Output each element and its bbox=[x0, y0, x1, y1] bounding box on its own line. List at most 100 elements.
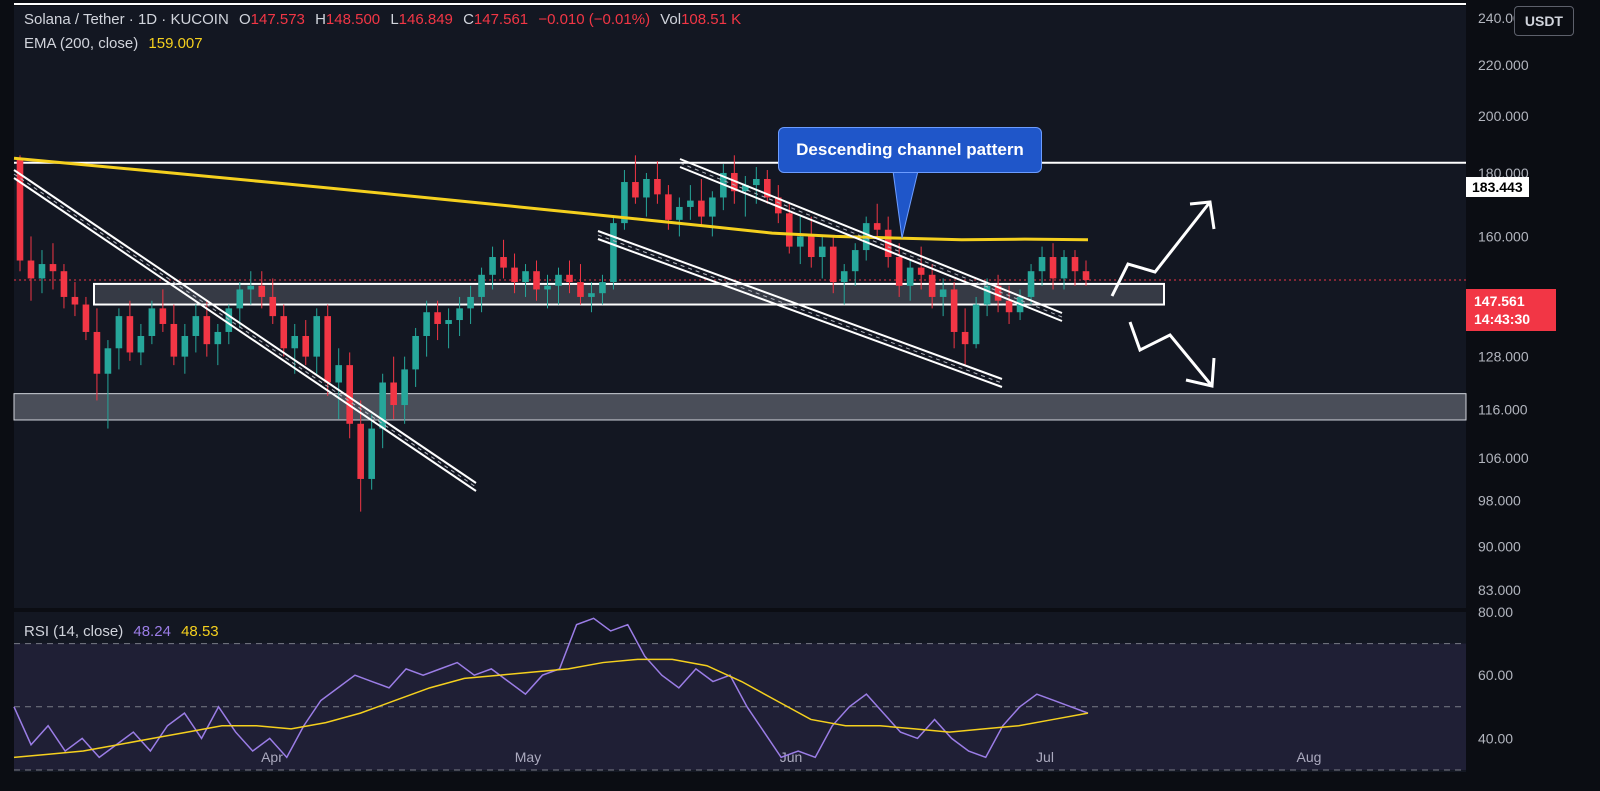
price-tick-label: 106.000 bbox=[1478, 450, 1529, 466]
resistance-price-label: 183.443 bbox=[1466, 177, 1529, 197]
candle-body bbox=[917, 267, 925, 275]
countdown-value: 14:43:30 bbox=[1474, 311, 1531, 327]
candle-body bbox=[895, 257, 903, 286]
candle-body bbox=[27, 260, 35, 279]
candle-body bbox=[137, 335, 145, 353]
candle-body bbox=[82, 304, 90, 332]
candle-body bbox=[544, 285, 551, 290]
candle-body bbox=[214, 331, 222, 345]
legend-ema: EMA (200, close) 159.007 bbox=[24, 35, 203, 52]
last-price-label: 147.561 14:43:30 bbox=[1466, 289, 1556, 331]
downtrend-channel-outer bbox=[13, 169, 477, 484]
candle-body bbox=[489, 257, 496, 275]
candle-body bbox=[467, 296, 474, 309]
candle-body bbox=[181, 335, 189, 357]
symbol-title: Solana / Tether · 1D · KUCOIN bbox=[24, 11, 229, 28]
candle-body bbox=[588, 293, 595, 297]
candle-body bbox=[126, 316, 134, 353]
candle-body bbox=[851, 250, 859, 272]
candle-body bbox=[302, 335, 310, 357]
candle-body bbox=[500, 257, 507, 268]
candle-body bbox=[401, 369, 408, 406]
price-tick-label: 83.000 bbox=[1478, 582, 1521, 598]
candle-body bbox=[610, 223, 617, 283]
candle-body bbox=[346, 365, 353, 424]
candle-body bbox=[753, 178, 760, 186]
candle-body bbox=[983, 285, 991, 305]
candle-body bbox=[731, 172, 738, 192]
candle-body bbox=[445, 320, 452, 324]
candle-body bbox=[566, 274, 573, 283]
candle-body bbox=[698, 200, 705, 217]
price-tick-label: 116.000 bbox=[1478, 402, 1528, 418]
low-label: L bbox=[390, 11, 399, 28]
candle-body bbox=[335, 365, 342, 383]
candle-body bbox=[950, 289, 958, 332]
volume-label: Vol bbox=[660, 11, 682, 28]
candle-body bbox=[676, 206, 683, 220]
close-label: C bbox=[463, 11, 474, 28]
candle-body bbox=[478, 274, 485, 297]
price-tick-label: 90.000 bbox=[1478, 538, 1521, 554]
currency-button[interactable]: USDT bbox=[1513, 6, 1574, 36]
downtrend-channel-inner bbox=[13, 177, 477, 492]
candle-body bbox=[1038, 257, 1046, 272]
candle-body bbox=[621, 182, 628, 224]
candle-body bbox=[796, 236, 804, 247]
candle-body bbox=[654, 178, 661, 195]
candle-body bbox=[522, 271, 529, 283]
channel-lower-inner bbox=[597, 238, 1003, 388]
candle-body bbox=[1027, 271, 1035, 297]
candle-body bbox=[280, 316, 288, 349]
candle-body bbox=[599, 282, 606, 294]
date-tick-label: Aug bbox=[1297, 749, 1322, 765]
candle-body bbox=[71, 296, 79, 305]
price-tick-label: 160.000 bbox=[1478, 228, 1529, 244]
support-zone-upper bbox=[93, 282, 1165, 306]
candle-body bbox=[873, 223, 881, 230]
candle-body bbox=[764, 178, 771, 198]
candle-body bbox=[1082, 271, 1090, 281]
ema-line bbox=[13, 156, 1089, 242]
high-label: H bbox=[315, 11, 326, 28]
channel-lower-outer bbox=[597, 230, 1003, 380]
candle-body bbox=[928, 274, 936, 297]
rsi-tick-label: 60.00 bbox=[1478, 667, 1513, 683]
candle-body bbox=[840, 271, 848, 283]
bullish-projection-arrow bbox=[1110, 201, 1212, 297]
rsi-pane bbox=[14, 612, 1466, 772]
last-price-value: 147.561 bbox=[1474, 293, 1525, 309]
candle-body bbox=[192, 316, 200, 336]
candle-body bbox=[555, 274, 562, 286]
candle-body bbox=[379, 382, 386, 429]
candle-body bbox=[643, 178, 650, 198]
date-tick-label: Jul bbox=[1036, 749, 1054, 765]
candle-body bbox=[1049, 257, 1057, 279]
candle-body bbox=[818, 246, 826, 258]
candle-body bbox=[16, 158, 24, 261]
candle-body bbox=[511, 267, 518, 283]
candle-body bbox=[236, 289, 244, 309]
rsi-ma-line bbox=[13, 658, 1089, 759]
candle-body bbox=[291, 335, 299, 349]
candle-body bbox=[434, 312, 441, 324]
candle-body bbox=[939, 289, 947, 297]
candle-body bbox=[390, 382, 397, 406]
candle-body bbox=[687, 200, 694, 207]
candle-body bbox=[115, 316, 123, 349]
candle-body bbox=[1060, 257, 1068, 279]
candle-body bbox=[994, 285, 1002, 301]
candle-body bbox=[577, 282, 584, 297]
downtrend-channel-mid bbox=[13, 173, 477, 488]
price-tick-label: 220.000 bbox=[1478, 57, 1529, 73]
open-label: O bbox=[238, 11, 251, 28]
open-value: 147.573 bbox=[250, 11, 305, 28]
legend-ohlc: Solana / Tether · 1D · KUCOIN O147.573 H… bbox=[24, 11, 741, 28]
candle-body bbox=[906, 267, 914, 286]
candle-body bbox=[49, 264, 57, 272]
rsi-line bbox=[13, 617, 1089, 759]
volume-value: 108.51 K bbox=[681, 11, 742, 28]
candle-body bbox=[60, 271, 68, 297]
